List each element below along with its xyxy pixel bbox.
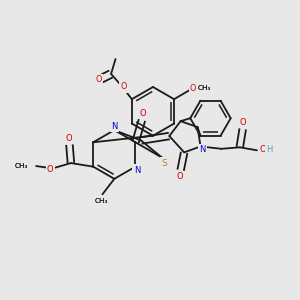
Text: O: O xyxy=(190,84,196,93)
Text: H: H xyxy=(267,145,273,154)
Text: O: O xyxy=(139,109,146,118)
Text: O: O xyxy=(65,134,72,142)
Text: O: O xyxy=(95,75,101,84)
Text: O: O xyxy=(120,82,127,91)
Text: O: O xyxy=(95,75,101,84)
Text: CH₃: CH₃ xyxy=(14,163,28,169)
Text: O: O xyxy=(65,134,72,142)
Text: CH₃: CH₃ xyxy=(14,163,28,169)
Text: O: O xyxy=(177,172,183,181)
Text: O: O xyxy=(259,145,266,154)
Text: O: O xyxy=(47,164,53,173)
Text: O: O xyxy=(120,82,127,91)
Text: N: N xyxy=(111,122,118,131)
Text: O: O xyxy=(239,118,246,127)
Text: N: N xyxy=(134,166,140,175)
Text: S: S xyxy=(162,159,167,168)
Text: O: O xyxy=(139,109,146,118)
Text: N: N xyxy=(199,146,206,154)
Text: N: N xyxy=(199,146,206,154)
Text: O: O xyxy=(239,118,246,127)
Text: S: S xyxy=(162,159,167,168)
Text: CH₃: CH₃ xyxy=(198,85,211,91)
Text: N: N xyxy=(134,166,140,175)
Text: O: O xyxy=(177,172,183,181)
Text: CH₃: CH₃ xyxy=(198,85,211,91)
Text: O: O xyxy=(47,164,53,173)
Text: N: N xyxy=(111,122,118,131)
Text: O: O xyxy=(190,84,196,93)
Text: CH₃: CH₃ xyxy=(94,198,108,204)
Text: CH₃: CH₃ xyxy=(94,198,108,204)
Text: H: H xyxy=(267,145,273,154)
Text: O: O xyxy=(259,145,266,154)
